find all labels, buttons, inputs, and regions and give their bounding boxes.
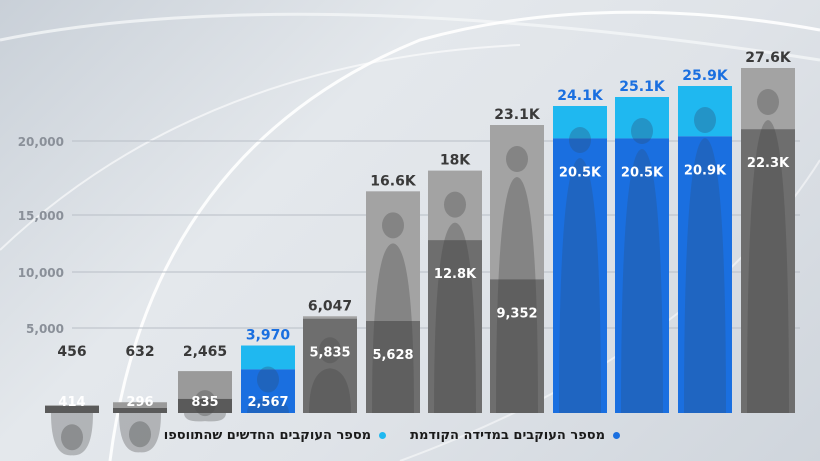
y-tick-label: 20,000 xyxy=(18,135,64,149)
bar-inner-label: 20.9K xyxy=(684,163,727,178)
bar-total-label: 18K xyxy=(440,153,471,169)
bar-inner-label: 9,352 xyxy=(496,306,537,321)
person-photo xyxy=(559,158,601,413)
bar-total-label: 23.1K xyxy=(494,107,541,123)
legend-dot-icon xyxy=(379,432,387,439)
bar-segment-new xyxy=(241,345,295,370)
person-photo xyxy=(129,421,151,448)
person-photo xyxy=(444,191,466,218)
bar-segment-new xyxy=(741,68,795,130)
bar-inner-label: 20.5K xyxy=(621,165,664,180)
person-photo xyxy=(372,243,414,413)
bar-total-label: 6,047 xyxy=(308,298,352,314)
person-photo xyxy=(496,177,538,413)
legend: מספר העוקבים במדידה הקודמת מספר העוקבים … xyxy=(164,428,620,443)
bar-total-label: 27.6K xyxy=(745,50,792,66)
person-photo xyxy=(194,390,216,417)
bar-inner-label: 296 xyxy=(126,395,153,410)
bar-inner-label: 835 xyxy=(191,395,218,410)
person-photo xyxy=(184,413,226,422)
bar-segment-previous xyxy=(678,136,732,413)
person-photo xyxy=(382,212,404,239)
bar-inner-label: 12.8K xyxy=(434,267,477,282)
person-photo xyxy=(684,138,726,413)
bar-segment-new xyxy=(178,371,232,399)
legend-label: מספר העוקבים החדשים שהתווספו xyxy=(163,428,372,443)
bar-inner-label: 22.3K xyxy=(747,156,790,171)
person-photo xyxy=(434,222,476,413)
person-photo xyxy=(621,149,663,413)
bar-segment-new xyxy=(615,97,669,139)
bar-segment-new xyxy=(45,405,99,406)
person-photo xyxy=(319,337,341,364)
bar-total-label: 24.1K xyxy=(557,88,604,104)
bar-segment-previous xyxy=(428,240,482,413)
bar-segment-new xyxy=(428,170,482,241)
bar-segment-new xyxy=(553,106,607,139)
legend-dot-icon xyxy=(613,432,620,439)
person-photo xyxy=(119,413,161,453)
bar-segment-previous xyxy=(303,318,357,413)
bar-inner-label: 20.5K xyxy=(559,165,602,180)
person-photo xyxy=(61,424,83,451)
bar-total-label: 25.9K xyxy=(682,68,729,84)
bar-segment-new xyxy=(303,316,357,319)
bar-segment-previous xyxy=(490,279,544,413)
bar-total-label: 632 xyxy=(125,344,154,360)
y-tick-label: 5,000 xyxy=(26,322,64,336)
bar-inner-label: 414 xyxy=(58,395,85,410)
bar-segment-previous xyxy=(553,138,607,413)
person-photo xyxy=(569,127,591,153)
bar-segment-previous xyxy=(45,405,99,413)
y-tick-label: 15,000 xyxy=(18,209,64,223)
y-tick-label: 10,000 xyxy=(18,266,64,280)
bar-segment-previous xyxy=(113,407,167,413)
person-photo xyxy=(506,146,528,172)
person-photo xyxy=(631,118,653,144)
bar-segment-previous xyxy=(615,138,669,413)
bar-total-label: 3,970 xyxy=(246,328,291,344)
bar-segment-previous xyxy=(178,398,232,413)
legend-label: מספר העוקבים במדידה הקודמת xyxy=(410,428,605,443)
bar-total-label: 2,465 xyxy=(183,344,227,360)
bar-total-label: 456 xyxy=(57,344,86,360)
bar-segment-new xyxy=(113,402,167,408)
legend-item-previous: מספר העוקבים במדידה הקודמת xyxy=(410,428,620,443)
bar-inner-label: 5,835 xyxy=(309,346,350,361)
bar-segment-new xyxy=(678,86,732,137)
bar-segment-previous xyxy=(241,369,295,413)
person-photo xyxy=(247,397,289,413)
person-photo xyxy=(757,89,779,115)
bar-inner-label: 5,628 xyxy=(372,348,413,363)
person-photo xyxy=(694,107,716,133)
person-photo xyxy=(51,413,93,456)
bar-segment-previous xyxy=(366,320,420,413)
bar-segment-previous xyxy=(741,129,795,413)
bar-segment-new xyxy=(490,125,544,280)
person-photo xyxy=(257,366,279,393)
bar-total-label: 25.1K xyxy=(619,79,666,95)
bar-total-label: 16.6K xyxy=(370,173,417,189)
person-photo xyxy=(747,120,789,413)
legend-item-new: מספר העוקבים החדשים שהתווספו xyxy=(163,428,387,443)
bar-segment-new xyxy=(366,191,420,321)
person-photo xyxy=(309,368,351,413)
bar-inner-label: 2,567 xyxy=(247,395,288,410)
